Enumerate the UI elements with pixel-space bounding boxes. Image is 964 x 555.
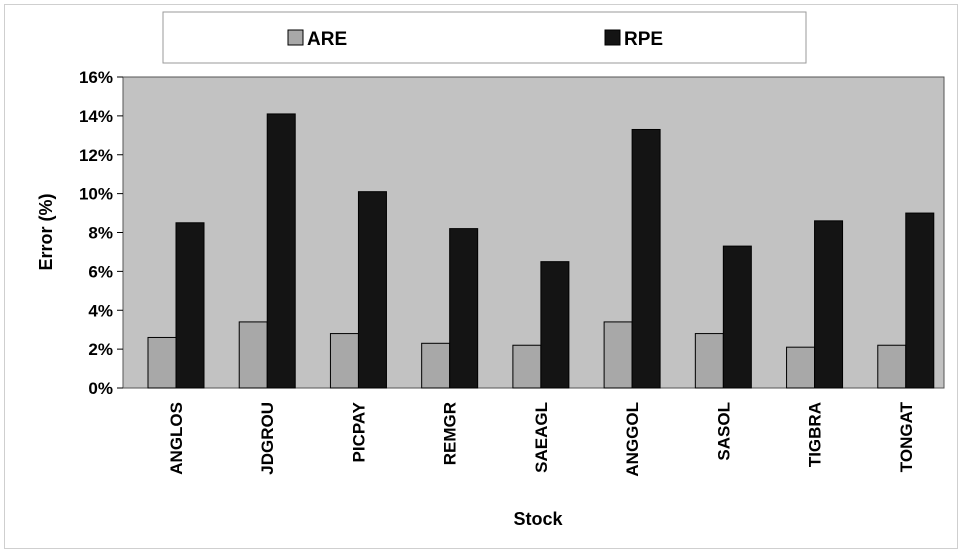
bar-rpe-anglos bbox=[175, 222, 205, 389]
bar-rpe-tongat bbox=[905, 212, 935, 389]
legend: ARE RPE bbox=[162, 11, 807, 64]
y-tick-label: 2% bbox=[88, 340, 113, 359]
x-axis-title: Stock bbox=[513, 509, 563, 529]
legend-box bbox=[162, 11, 807, 64]
x-axis: ANGLOS JDGROU PICPAY REMGR SAEAGL ANGGOL SASOL… bbox=[167, 401, 916, 476]
bar-are-anglos bbox=[147, 336, 177, 389]
legend-label-rpe: RPE bbox=[624, 29, 663, 50]
chart-frame bbox=[4, 4, 958, 549]
bar-are-saeagl bbox=[512, 344, 542, 389]
x-tick-label-tigbra: TIGBRA bbox=[806, 402, 825, 467]
y-tick-label: 6% bbox=[88, 262, 113, 281]
y-tick-label: 8% bbox=[88, 224, 113, 243]
bar-rpe-sasol bbox=[722, 245, 752, 389]
x-tick-label-jdgrou: JDGROU bbox=[258, 402, 277, 475]
bar-rpe-picpay bbox=[357, 191, 387, 389]
y-axis-title: Error (%) bbox=[36, 193, 56, 270]
x-tick-label-anglos: ANGLOS bbox=[167, 402, 186, 475]
x-tick-label-sasol: SASOL bbox=[714, 402, 733, 461]
bar-are-picpay bbox=[329, 333, 359, 389]
bar-are-anggol bbox=[603, 321, 633, 389]
bar-are-tongat bbox=[877, 344, 907, 389]
y-axis: 0% 2% 4% 6% 8% 10% 12% 14% 16% bbox=[79, 68, 123, 398]
y-tick-label: 14% bbox=[79, 107, 113, 126]
y-tick-label: 16% bbox=[79, 68, 113, 87]
x-tick-label-tongat: TONGAT bbox=[897, 401, 916, 472]
y-tick-label: 0% bbox=[88, 379, 113, 398]
legend-label-are: ARE bbox=[307, 29, 347, 50]
bar-are-jdgrou bbox=[238, 321, 268, 389]
bar-rpe-saeagl bbox=[540, 261, 570, 389]
x-tick-label-saeagl: SAEAGL bbox=[532, 402, 551, 473]
x-tick-label-anggol: ANGGOL bbox=[623, 402, 642, 477]
legend-swatch-rpe bbox=[604, 29, 621, 46]
bar-rpe-tigbra bbox=[814, 220, 844, 389]
y-tick-label: 10% bbox=[79, 185, 113, 204]
bar-are-tigbra bbox=[786, 346, 816, 389]
y-tick-label: 4% bbox=[88, 301, 113, 320]
bar-are-sasol bbox=[694, 333, 724, 389]
legend-swatch-are bbox=[287, 29, 304, 46]
bar-rpe-anggol bbox=[631, 128, 661, 389]
y-tick-label: 12% bbox=[79, 146, 113, 165]
x-tick-label-remgr: REMGR bbox=[441, 402, 460, 465]
bars bbox=[147, 113, 935, 389]
bar-rpe-remgr bbox=[449, 228, 479, 389]
bar-are-remgr bbox=[421, 342, 451, 389]
bar-rpe-jdgrou bbox=[266, 113, 296, 389]
x-tick-label-picpay: PICPAY bbox=[349, 401, 368, 462]
